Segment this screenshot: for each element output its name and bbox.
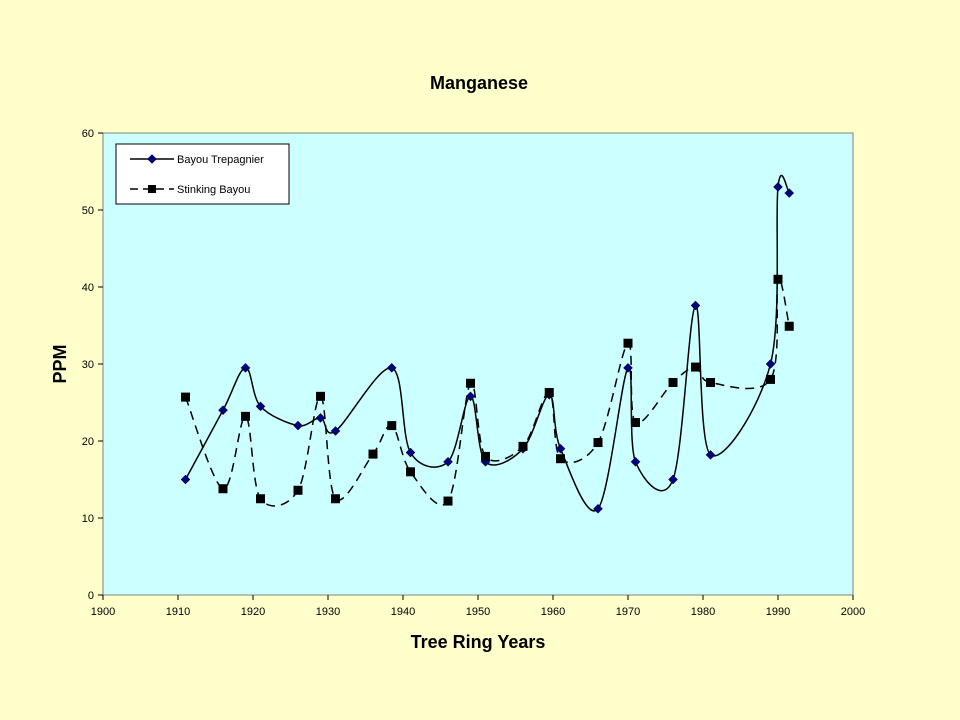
y-axis-label: PPM xyxy=(50,344,70,383)
x-tick-label: 1910 xyxy=(166,606,190,618)
data-point-stinking-bayou xyxy=(387,421,397,431)
data-point-stinking-bayou xyxy=(706,377,715,387)
y-tick-label: 30 xyxy=(82,359,94,371)
data-point-stinking-bayou xyxy=(241,411,250,421)
x-tick-label: 1940 xyxy=(391,606,415,618)
x-tick-label: 1970 xyxy=(616,606,640,618)
y-axis-ticks: 0 10 20 30 40 50 60 xyxy=(82,128,103,602)
data-point-bayou-trepagnier xyxy=(773,182,783,192)
data-point-stinking-bayou xyxy=(481,451,490,461)
data-point-stinking-bayou xyxy=(556,454,565,464)
data-point-stinking-bayou xyxy=(766,374,775,384)
data-point-stinking-bayou xyxy=(466,378,475,388)
y-tick-label: 20 xyxy=(82,436,94,448)
data-point-stinking-bayou xyxy=(316,391,325,401)
data-point-bayou-trepagnier xyxy=(330,426,341,436)
data-point-bayou-trepagnier xyxy=(293,420,303,431)
data-point-bayou-trepagnier xyxy=(315,413,326,423)
data-point-stinking-bayou xyxy=(623,338,633,348)
data-point-bayou-trepagnier xyxy=(180,474,191,485)
data-point-stinking-bayou xyxy=(691,362,700,372)
data-point-stinking-bayou xyxy=(518,441,528,451)
data-point-bayou-trepagnier xyxy=(690,300,701,311)
x-tick-label: 1900 xyxy=(91,606,115,618)
data-point-stinking-bayou xyxy=(593,438,603,448)
x-axis-label: Tree Ring Years xyxy=(411,632,546,652)
data-point-bayou-trepagnier xyxy=(630,456,641,467)
data-point-stinking-bayou xyxy=(773,274,783,284)
y-tick-label: 50 xyxy=(82,205,94,217)
data-point-bayou-trepagnier xyxy=(705,450,716,460)
x-tick-label: 1950 xyxy=(466,606,490,618)
data-point-stinking-bayou xyxy=(443,496,453,506)
data-point-bayou-trepagnier xyxy=(218,405,228,416)
series-line-bayou-trepagnier xyxy=(184,174,790,512)
data-point-bayou-trepagnier xyxy=(668,474,678,485)
data-point-stinking-bayou xyxy=(368,449,378,459)
x-tick-label: 1980 xyxy=(691,606,715,618)
legend-box xyxy=(115,143,290,205)
data-point-stinking-bayou xyxy=(631,418,640,428)
x-axis-ticks: 1900 1910 1920 1930 1940 1950 1960 1970 1980 1990… xyxy=(91,595,865,618)
data-point-stinking-bayou xyxy=(256,494,265,504)
data-point-stinking-bayou xyxy=(406,467,415,477)
x-tick-label: 1990 xyxy=(766,606,790,618)
x-tick-label: 1930 xyxy=(316,606,340,618)
data-point-bayou-trepagnier xyxy=(443,456,453,467)
y-tick-label: 60 xyxy=(82,128,94,140)
data-point-bayou-trepagnier xyxy=(555,443,566,454)
legend-marker-stinking-bayou xyxy=(148,185,156,193)
data-point-stinking-bayou xyxy=(293,485,303,495)
data-point-bayou-trepagnier xyxy=(255,401,266,412)
data-point-stinking-bayou xyxy=(181,392,190,402)
x-tick-label: 1920 xyxy=(241,606,265,618)
data-point-bayou-trepagnier xyxy=(784,188,795,198)
legend-label-stinking-bayou: Stinking Bayou xyxy=(177,184,250,196)
legend: Bayou Trepagnier Stinking Bayou xyxy=(115,143,290,205)
y-tick-label: 0 xyxy=(88,590,94,602)
data-point-bayou-trepagnier xyxy=(386,362,397,373)
legend-label-bayou-trepagnier: Bayou Trepagnier xyxy=(177,154,264,166)
data-point-bayou-trepagnier xyxy=(465,391,476,402)
legend-marker-bayou-trepagnier xyxy=(147,154,157,164)
data-point-bayou-trepagnier xyxy=(623,362,633,373)
data-point-bayou-trepagnier xyxy=(765,359,776,369)
y-tick-label: 40 xyxy=(82,282,94,294)
data-point-stinking-bayou xyxy=(544,387,554,397)
data-point-stinking-bayou xyxy=(218,484,228,494)
series-layer xyxy=(180,174,795,514)
data-point-stinking-bayou xyxy=(668,377,678,387)
data-point-bayou-trepagnier xyxy=(405,447,416,458)
data-point-stinking-bayou xyxy=(784,321,794,331)
chart-title: Manganese xyxy=(430,73,528,93)
data-point-bayou-trepagnier xyxy=(240,362,251,373)
data-point-bayou-trepagnier xyxy=(593,503,603,514)
plot-area xyxy=(102,132,854,596)
y-tick-label: 10 xyxy=(82,513,94,525)
x-tick-label: 1960 xyxy=(541,606,565,618)
data-point-stinking-bayou xyxy=(331,494,340,504)
x-tick-label: 2000 xyxy=(841,606,865,618)
